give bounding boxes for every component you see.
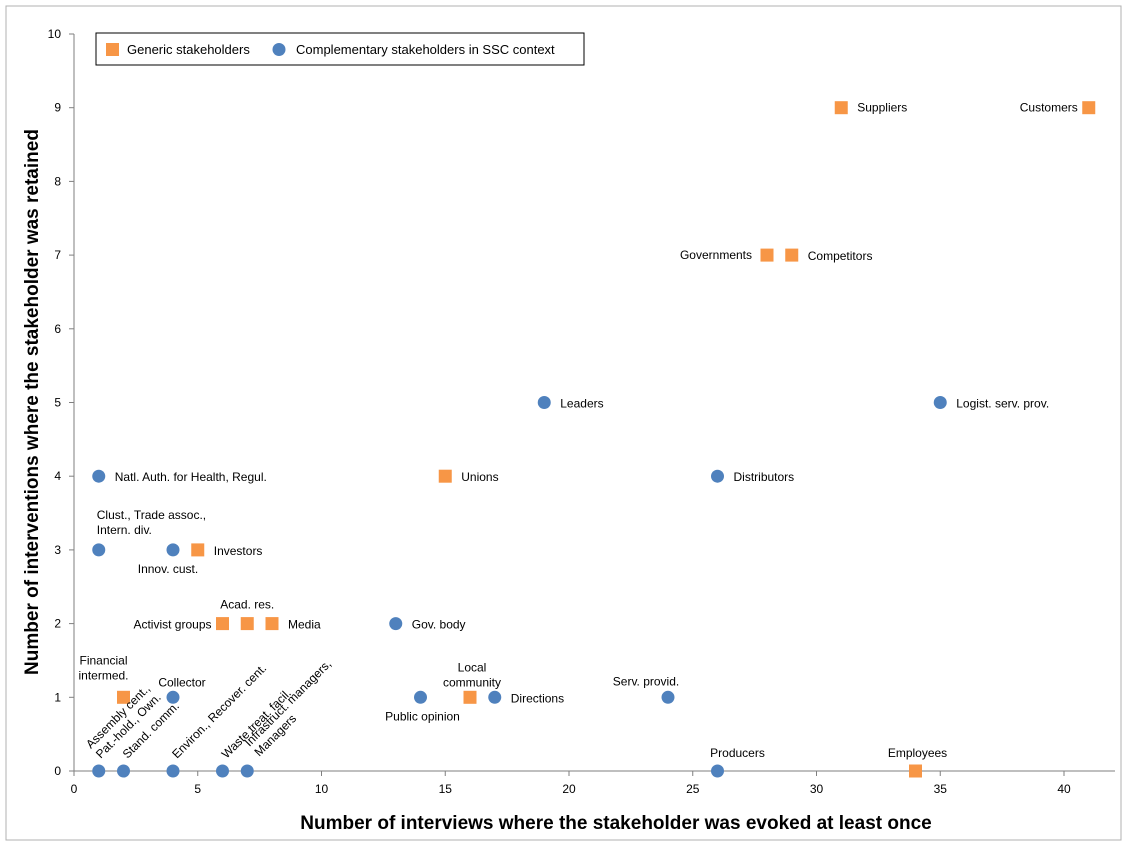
complementary-stakeholder-point [166, 764, 180, 778]
legend-label-complementary: Complementary stakeholders in SSC contex… [296, 42, 555, 57]
x-tick-label: 15 [439, 782, 453, 796]
complementary-stakeholder-point [711, 764, 724, 778]
point-label: Financial intermed. [78, 653, 128, 682]
point-label: Clust., Trade assoc., Intern. div. [97, 508, 206, 537]
complementary-stakeholder-point [240, 764, 254, 778]
point-label: Unions [461, 470, 498, 484]
complementary-stakeholder-point [166, 690, 180, 704]
generic-stakeholder-point [1082, 101, 1096, 115]
point-label: Employees [888, 746, 947, 760]
generic-stakeholder-point [191, 543, 205, 557]
complementary-stakeholder-point [92, 469, 106, 483]
y-tick-label: 0 [54, 764, 61, 778]
generic-stakeholder-point [240, 617, 254, 631]
complementary-stakeholder-point [933, 396, 947, 409]
legend: Generic stakeholders Complementary stakeh… [95, 32, 585, 66]
point-label: Gov. body [412, 618, 466, 632]
complementary-stakeholder-point [711, 469, 724, 483]
complementary-stakeholder-point [414, 690, 427, 704]
x-tick-label: 35 [934, 782, 948, 796]
legend-label-generic: Generic stakeholders [127, 42, 250, 57]
chart-border [5, 5, 1122, 841]
y-tick-label: 3 [54, 543, 61, 557]
point-label: Investors [214, 544, 263, 558]
point-label: Natl. Auth. for Health, Regul. [115, 470, 267, 484]
y-tick-label: 10 [48, 27, 62, 41]
x-tick-label: 10 [315, 782, 329, 796]
data-points [92, 101, 1096, 778]
x-tick-label: 40 [1057, 782, 1071, 796]
generic-stakeholder-point [438, 469, 452, 483]
point-label: Distributors [734, 470, 795, 484]
generic-stakeholder-point [216, 617, 229, 631]
point-label: Acad. res. [220, 598, 274, 612]
point-label: Innov. cust. [138, 562, 198, 576]
point-label: Serv. provid. [613, 674, 679, 688]
y-tick-label: 7 [54, 248, 61, 262]
complementary-stakeholder-point [661, 690, 675, 704]
x-tick-label: 20 [562, 782, 576, 796]
axes: 0 1 2 3 4 5 6 7 8 9 10 0 5 10 15 20 25 30 35 40 [48, 27, 1115, 796]
point-label: Collector [158, 675, 205, 689]
x-tick-label: 5 [194, 782, 201, 796]
x-tick-label: 0 [71, 782, 78, 796]
point-labels: Customers Suppliers Governments Competitors… [78, 101, 1077, 761]
generic-stakeholder-point [117, 690, 130, 704]
point-label: Governments [680, 248, 752, 262]
legend-circle-marker [272, 43, 286, 56]
y-tick-label: 8 [54, 174, 61, 188]
complementary-stakeholder-point [92, 764, 106, 778]
y-tick-label: 4 [54, 469, 61, 483]
complementary-stakeholder-point [488, 690, 502, 704]
x-axis-title: Number of interviews where the stakehold… [300, 813, 931, 834]
x-tick-label: 30 [810, 782, 824, 796]
complementary-stakeholder-point [216, 764, 229, 778]
complementary-stakeholder-point [92, 543, 106, 557]
point-label: Producers [710, 746, 765, 760]
point-label: Leaders [560, 397, 603, 411]
point-label: Local community [443, 660, 501, 689]
generic-stakeholder-point [760, 248, 774, 262]
point-label: Customers [1020, 101, 1078, 115]
point-label: Public opinion [385, 709, 460, 723]
x-tick-label: 25 [686, 782, 700, 796]
legend-square-marker [106, 43, 119, 56]
complementary-stakeholder-point [117, 764, 130, 778]
y-tick-label: 6 [54, 322, 61, 336]
point-label: Activist groups [133, 618, 211, 632]
generic-stakeholder-point [834, 101, 848, 115]
y-tick-label: 1 [54, 690, 61, 704]
y-axis-title: Number of interventions where the stakeh… [22, 129, 43, 675]
point-label: Suppliers [857, 101, 907, 115]
generic-stakeholder-point [463, 690, 477, 704]
point-label: Media [288, 618, 321, 632]
complementary-stakeholder-point [389, 617, 403, 631]
point-label: Competitors [808, 249, 873, 263]
y-tick-label: 5 [54, 396, 61, 410]
generic-stakeholder-point [909, 764, 922, 778]
generic-stakeholder-point [785, 248, 799, 262]
point-label: Directions [511, 691, 564, 705]
y-tick-label: 2 [54, 617, 61, 631]
complementary-stakeholder-point [166, 543, 180, 557]
point-label: Logist. serv. prov. [956, 397, 1049, 411]
y-tick-label: 9 [54, 101, 61, 115]
complementary-stakeholder-point [537, 396, 551, 409]
legend-box [95, 32, 585, 66]
generic-stakeholder-point [265, 617, 279, 631]
